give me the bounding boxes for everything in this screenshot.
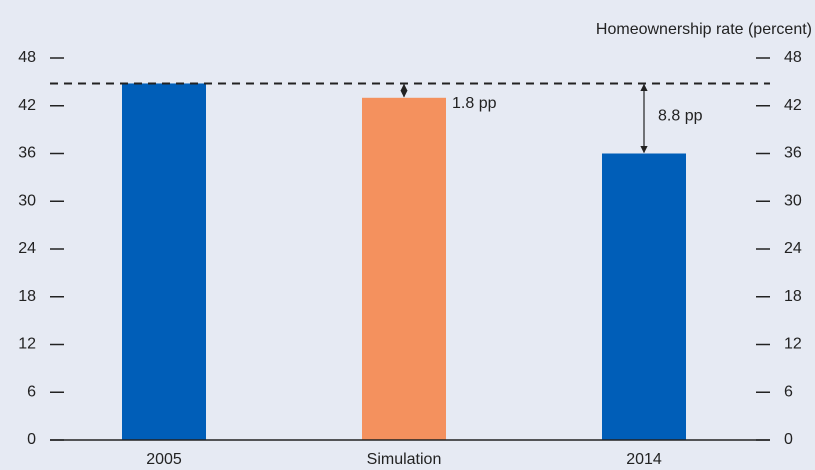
y-tick-label: 6 (27, 383, 36, 400)
y-tick-label: 12 (18, 336, 36, 353)
y-tick-label: 36 (18, 145, 36, 162)
y2-tick-label: 42 (784, 97, 802, 114)
x-tick-label: Simulation (367, 451, 442, 468)
x-tick-label: 2014 (626, 451, 662, 468)
y2-tick-label: 6 (784, 383, 793, 400)
y-tick-label: 48 (18, 49, 36, 66)
y2-tick-label: 0 (784, 431, 793, 448)
y2-tick-label: 36 (784, 145, 802, 162)
y2-tick-label: 30 (784, 192, 802, 209)
y-tick-label: 18 (18, 288, 36, 305)
y2-tick-label: 18 (784, 288, 802, 305)
y-tick-label: 24 (18, 240, 36, 257)
annotation: 1.8 pp (452, 95, 497, 112)
bar (602, 153, 686, 440)
y2-tick-label: 48 (784, 49, 802, 66)
y-tick-label: 42 (18, 97, 36, 114)
annotation: 8.8 pp (658, 108, 703, 125)
y-tick-label: 0 (27, 431, 36, 448)
bar (362, 97, 446, 441)
y2-tick-label: 24 (784, 240, 802, 257)
y-tick-label: 30 (18, 192, 36, 209)
bar (122, 83, 206, 440)
y2-tick-label: 12 (784, 336, 802, 353)
axis-label: Homeownership rate (percent) (596, 21, 812, 38)
x-tick-label: 2005 (146, 451, 182, 468)
